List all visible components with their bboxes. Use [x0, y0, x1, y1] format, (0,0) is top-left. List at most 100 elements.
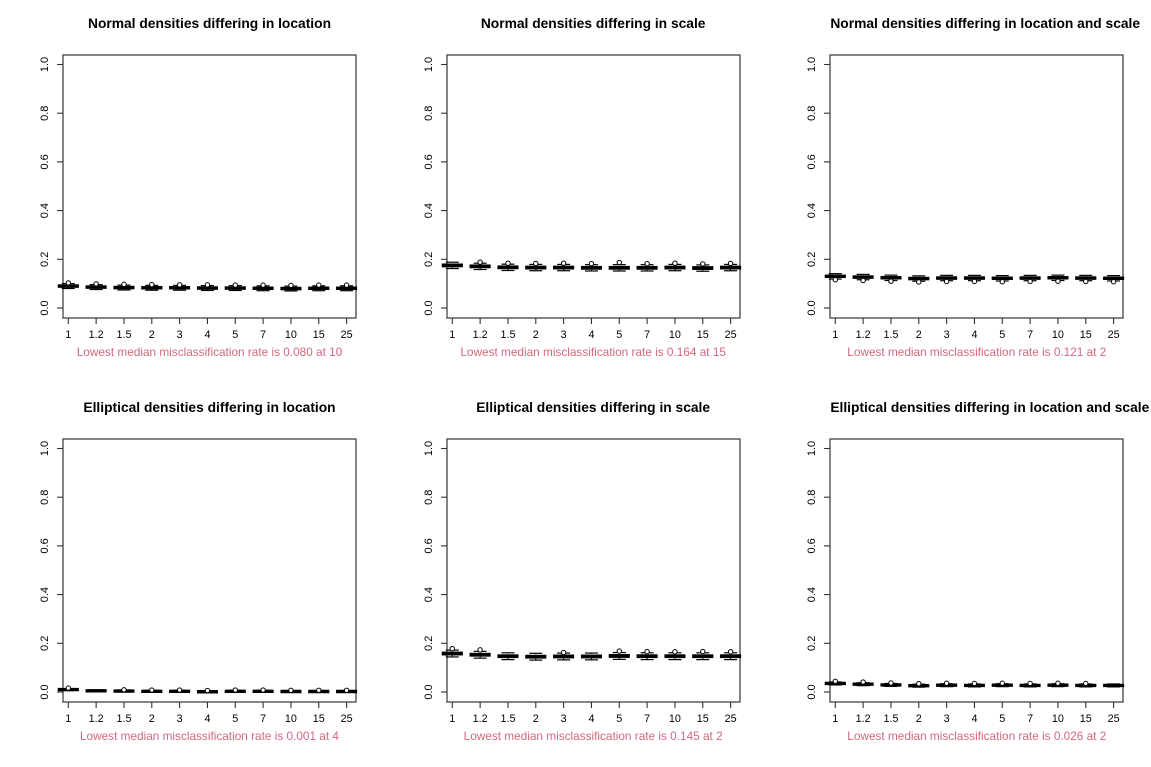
boxplot-elliptical-location: 0.0 0.2 0.4 0.6 0.8 1.0 1 1.2 1.5 2 3 4 5 7 10 15 25: [39, 437, 358, 724]
svg-text:0.0: 0.0: [806, 684, 818, 699]
svg-text:0.6: 0.6: [39, 154, 51, 169]
svg-text:4: 4: [204, 329, 210, 341]
svg-text:1.5: 1.5: [500, 712, 515, 724]
panel-elliptical-location: 0.0 0.2 0.4 0.6 0.8 1.0 1 1.2 1.5 2 3 4 5 7 10 15 25 Ell…: [0, 384, 384, 767]
svg-text:0.0: 0.0: [423, 684, 435, 699]
panel-title: Elliptical densities differing in locati…: [83, 399, 336, 415]
boxplot-elliptical-scale: 0.0 0.2 0.4 0.6 0.8 1.0 1 1.2 1.5 2 3 4 5 7 10 15 25: [423, 437, 741, 724]
svg-text:0.2: 0.2: [423, 252, 435, 267]
svg-text:10: 10: [669, 329, 681, 341]
svg-text:2: 2: [916, 712, 922, 724]
panel-title: Elliptical densities differing in scale: [476, 399, 711, 415]
panel-title: Elliptical densities differing in locati…: [830, 399, 1150, 415]
svg-text:0.0: 0.0: [39, 300, 51, 315]
svg-text:25: 25: [1108, 712, 1120, 724]
svg-text:3: 3: [560, 329, 566, 341]
svg-text:15: 15: [696, 329, 708, 341]
svg-text:1.5: 1.5: [116, 329, 131, 341]
svg-text:25: 25: [1108, 329, 1120, 341]
panel-elliptical-location-scale: 0.0 0.2 0.4 0.6 0.8 1.0 1 1.2 1.5 2 3 4 5 7 10 15 25 Ell…: [767, 384, 1151, 767]
svg-text:1.2: 1.2: [89, 712, 104, 724]
svg-text:10: 10: [669, 712, 681, 724]
svg-text:1.5: 1.5: [884, 329, 899, 341]
svg-text:10: 10: [1052, 329, 1064, 341]
svg-text:0.8: 0.8: [39, 106, 51, 121]
svg-text:2: 2: [532, 329, 538, 341]
svg-text:15: 15: [1080, 329, 1092, 341]
svg-text:2: 2: [149, 712, 155, 724]
svg-text:0.0: 0.0: [39, 684, 51, 699]
lowest-rate-caption: Lowest median misclassification rate is …: [847, 345, 1107, 359]
svg-text:1: 1: [833, 329, 839, 341]
svg-text:25: 25: [724, 712, 736, 724]
svg-text:10: 10: [285, 712, 297, 724]
lowest-rate-caption: Lowest median misclassification rate is …: [847, 728, 1107, 743]
svg-text:1.0: 1.0: [39, 440, 51, 455]
svg-text:7: 7: [260, 329, 266, 341]
svg-text:0.2: 0.2: [39, 252, 51, 267]
svg-text:7: 7: [644, 329, 650, 341]
svg-text:3: 3: [944, 712, 950, 724]
boxplot-normal-location-scale: 0.0 0.2 0.4 0.6 0.8 1.0 1 1.2 1.5 2 3 4 5 7 10 15 25: [806, 54, 1125, 341]
svg-text:1.0: 1.0: [423, 57, 435, 72]
svg-text:0.8: 0.8: [423, 106, 435, 121]
svg-text:0.2: 0.2: [806, 252, 818, 267]
svg-text:4: 4: [972, 329, 978, 341]
panel-title: Normal densities differing in location: [87, 16, 331, 31]
panel-normal-location-scale: 0.0 0.2 0.4 0.6 0.8 1.0 1 1.2 1.5 2 3 4 5 7 10 15 25 Nor…: [767, 0, 1151, 384]
svg-text:0.2: 0.2: [39, 635, 51, 650]
svg-text:15: 15: [313, 329, 325, 341]
panel-normal-scale: 0.0 0.2 0.4 0.6 0.8 1.0 1 1.2 1.5 2 3 4 5 7 10 15 25 Nor…: [384, 0, 768, 384]
svg-text:0.6: 0.6: [806, 154, 818, 169]
svg-text:0.0: 0.0: [423, 300, 435, 315]
svg-text:25: 25: [341, 329, 353, 341]
svg-text:10: 10: [285, 329, 297, 341]
svg-text:3: 3: [177, 712, 183, 724]
svg-text:1.5: 1.5: [500, 329, 515, 341]
svg-text:0.4: 0.4: [423, 586, 435, 601]
svg-text:4: 4: [204, 712, 210, 724]
lowest-rate-caption: Lowest median misclassification rate is …: [463, 728, 723, 743]
svg-text:0.6: 0.6: [423, 538, 435, 553]
svg-text:5: 5: [616, 712, 622, 724]
svg-text:0.4: 0.4: [423, 203, 435, 218]
boxplot-elliptical-location-scale: 0.0 0.2 0.4 0.6 0.8 1.0 1 1.2 1.5 2 3 4 5 7 10 15 25: [806, 437, 1125, 724]
svg-text:1: 1: [449, 712, 455, 724]
svg-text:0.4: 0.4: [806, 586, 818, 601]
svg-text:0.8: 0.8: [806, 489, 818, 504]
lowest-rate-caption: Lowest median misclassification rate is …: [460, 345, 726, 359]
svg-text:3: 3: [560, 712, 566, 724]
svg-text:0.8: 0.8: [423, 489, 435, 504]
svg-text:2: 2: [149, 329, 155, 341]
svg-text:1: 1: [449, 329, 455, 341]
svg-text:10: 10: [1052, 712, 1064, 724]
svg-text:3: 3: [944, 329, 950, 341]
panel-normal-location: 0.0 0.2 0.4 0.6 0.8 1.0 1 1.2 1.5 2 3 4 5 7 10 15 25 Nor…: [0, 0, 384, 384]
svg-text:0.4: 0.4: [39, 203, 51, 218]
svg-text:3: 3: [177, 329, 183, 341]
svg-text:2: 2: [916, 329, 922, 341]
svg-text:25: 25: [724, 329, 736, 341]
lowest-rate-caption: Lowest median misclassification rate is …: [76, 345, 343, 359]
panel-title: Normal densities differing in location a…: [830, 16, 1141, 31]
svg-text:1.0: 1.0: [806, 440, 818, 455]
boxplot-normal-location: 0.0 0.2 0.4 0.6 0.8 1.0 1 1.2 1.5 2 3 4 5 7 10 15 25: [39, 54, 358, 341]
svg-text:25: 25: [341, 712, 353, 724]
svg-text:5: 5: [1000, 329, 1006, 341]
svg-text:0.6: 0.6: [39, 538, 51, 553]
svg-text:1.2: 1.2: [856, 329, 871, 341]
svg-text:1.0: 1.0: [423, 440, 435, 455]
svg-text:0.8: 0.8: [39, 489, 51, 504]
svg-text:0.8: 0.8: [806, 106, 818, 121]
svg-text:5: 5: [232, 712, 238, 724]
svg-text:7: 7: [644, 712, 650, 724]
svg-text:0.2: 0.2: [423, 635, 435, 650]
svg-text:15: 15: [696, 712, 708, 724]
svg-text:1.0: 1.0: [806, 57, 818, 72]
svg-text:15: 15: [313, 712, 325, 724]
svg-text:5: 5: [1000, 712, 1006, 724]
svg-text:7: 7: [1027, 329, 1033, 341]
svg-text:0.2: 0.2: [806, 635, 818, 650]
boxplot-normal-scale: 0.0 0.2 0.4 0.6 0.8 1.0 1 1.2 1.5 2 3 4 5 7 10 15 25: [423, 54, 741, 341]
